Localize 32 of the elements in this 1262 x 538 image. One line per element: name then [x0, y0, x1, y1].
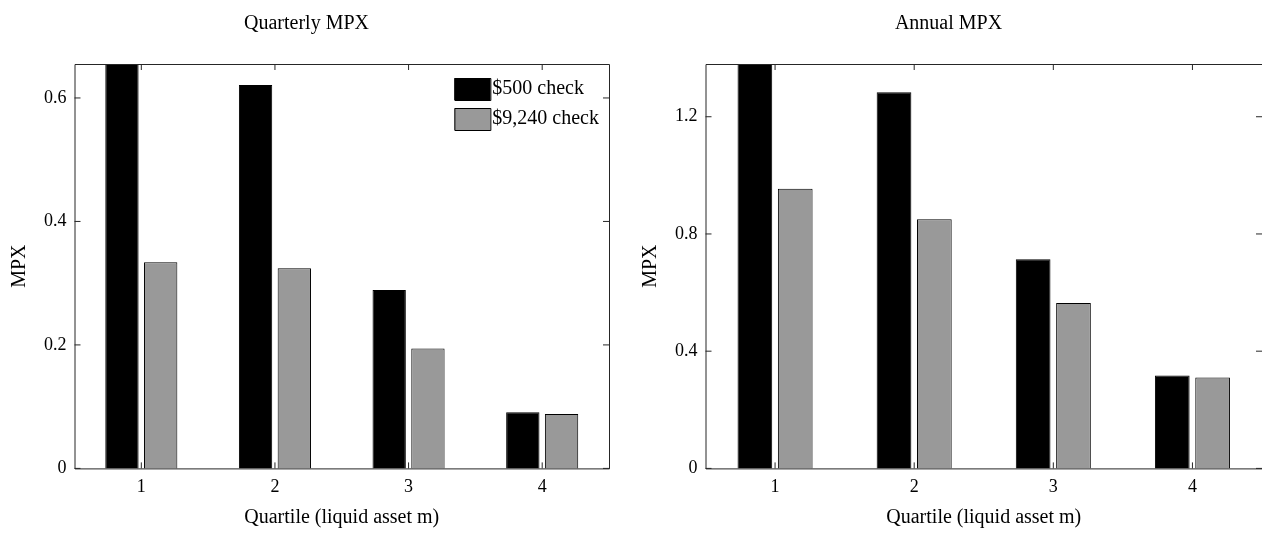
- bar: [105, 64, 139, 469]
- legend-label: $500 check: [492, 76, 585, 99]
- y-tick-label: 1.2: [675, 105, 698, 126]
- bar: [506, 412, 540, 469]
- chart-title: Quarterly MPX: [244, 11, 370, 35]
- y-tick-label: 0.6: [44, 86, 67, 107]
- y-axis-title: MPX: [638, 243, 661, 288]
- x-tick-label: 1: [770, 475, 780, 496]
- bar: [1015, 259, 1051, 469]
- x-tick-label: 4: [537, 475, 547, 496]
- y-axis-title: MPX: [7, 243, 30, 288]
- y-tick-label: 0: [57, 457, 67, 478]
- x-tick-label: 3: [404, 475, 414, 496]
- x-tick-label: 2: [270, 475, 280, 496]
- x-tick-label: 2: [909, 475, 919, 496]
- y-tick-label: 0.4: [44, 210, 67, 231]
- bar: [1154, 375, 1190, 469]
- x-tick-label: 1: [136, 475, 146, 496]
- bar: [737, 64, 773, 469]
- bar: [876, 92, 912, 469]
- y-tick-label: 0: [688, 457, 698, 478]
- legend-label: $9,240 check: [492, 106, 600, 129]
- x-tick-label: 4: [1187, 475, 1197, 496]
- y-tick-label: 0.8: [675, 222, 698, 243]
- y-tick-label: 0.2: [44, 333, 67, 354]
- x-axis-title: Quartile (liquid asset m): [244, 505, 440, 529]
- bar: [238, 84, 273, 469]
- y-tick-label: 0.4: [675, 339, 698, 360]
- chart-title: Annual MPX: [894, 11, 1003, 34]
- bar: [372, 289, 406, 469]
- x-tick-label: 3: [1048, 475, 1058, 496]
- x-axis-title: Quartile (liquid asset m): [886, 505, 1082, 529]
